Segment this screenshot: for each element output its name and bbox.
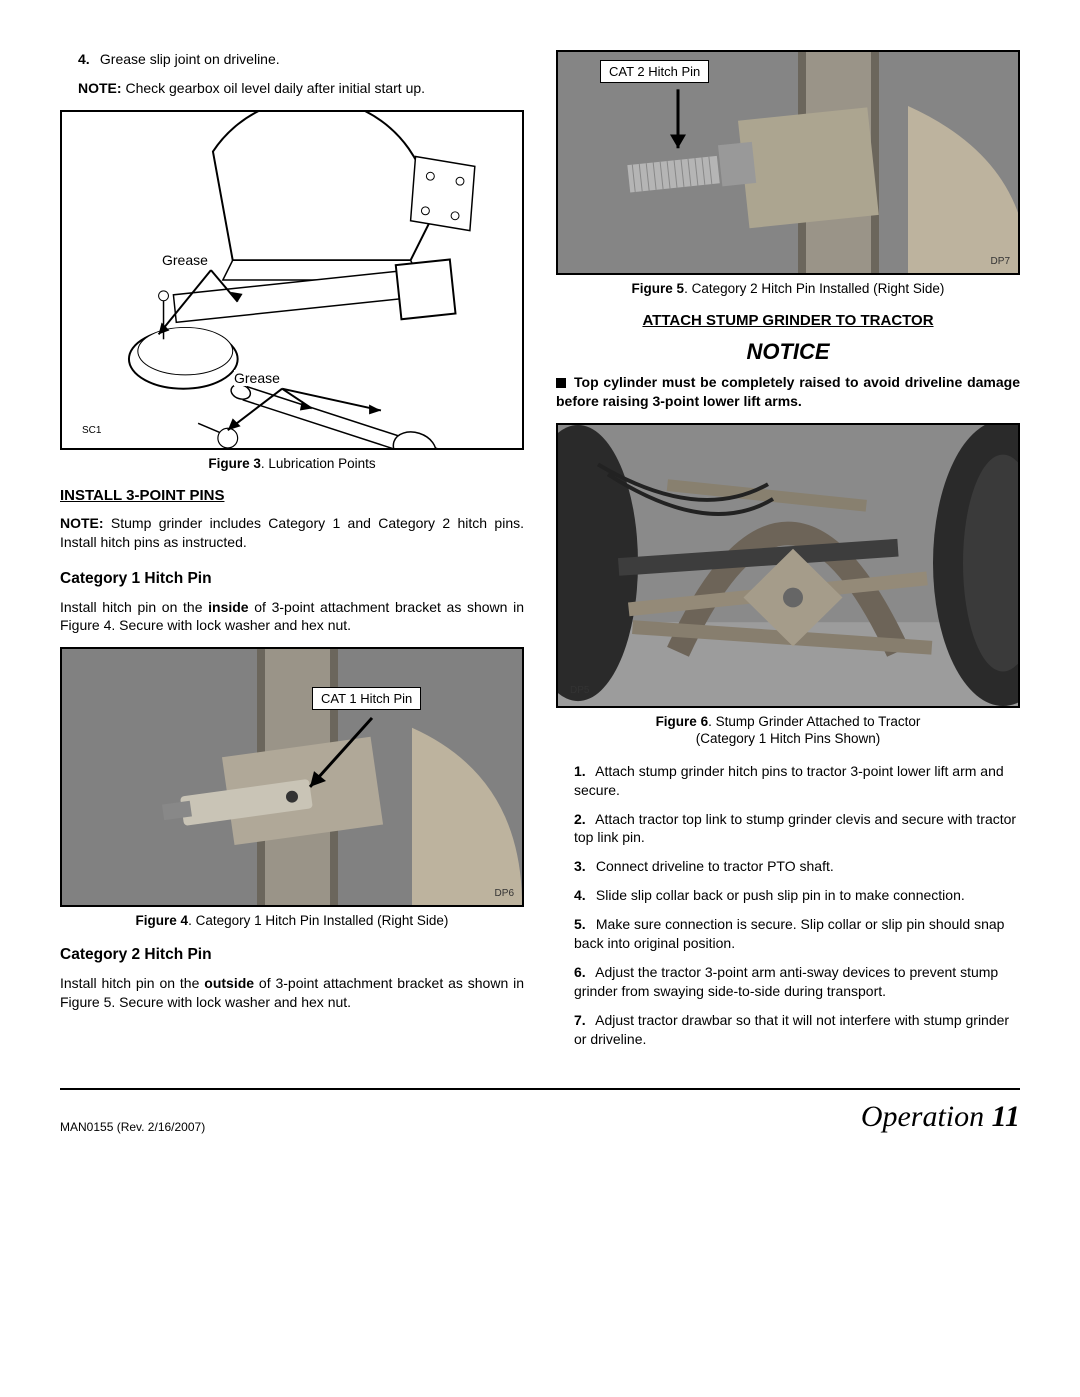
note-text: Check gearbox oil level daily after init… [122,80,425,96]
step4-number: 4. [78,50,96,69]
s6n: 6. [574,963,592,982]
note-prefix: NOTE: [78,80,122,96]
s4: Slide slip collar back or push slip pin … [596,887,965,903]
fig4-cap-bold: Figure 4 [136,913,189,928]
fig5-cap-rest: . Category 2 Hitch Pin Installed (Right … [684,281,944,296]
gearbox-note: NOTE: Check gearbox oil level daily afte… [78,79,524,98]
fig3-cap-bold: Figure 3 [208,456,261,471]
bullet-square-icon [556,378,566,388]
attach-step-5: 5. Make sure connection is secure. Slip … [574,915,1020,953]
figure6-caption-line2: (Category 1 Hitch Pins Shown) [556,731,1020,746]
figure5-caption: Figure 5. Category 2 Hitch Pin Installed… [556,281,1020,296]
footer-doc-id: MAN0155 (Rev. 2/16/2007) [60,1120,205,1134]
cat1-para-b: inside [208,599,248,615]
step4-text: Grease slip joint on driveline. [100,51,280,67]
page-footer: MAN0155 (Rev. 2/16/2007) Operation 11 [60,1088,1020,1134]
s2: Attach tractor top link to stump grinder… [574,811,1016,846]
figure6-svg [558,425,1018,706]
step-4: 4. Grease slip joint on driveline. [78,50,524,69]
s1n: 1. [574,762,592,781]
fig5-cap-bold: Figure 5 [632,281,685,296]
s3: Connect driveline to tractor PTO shaft. [596,858,834,874]
step4-list: 4. Grease slip joint on driveline. [60,50,524,69]
heading-attach: ATTACH STUMP GRINDER TO TRACTOR [556,312,1020,329]
heading-cat1: Category 1 Hitch Pin [60,570,524,588]
figure-3: Grease Grease SC1 [60,110,524,450]
fig6-cap-bold: Figure 6 [656,714,709,729]
s5: Make sure connection is secure. Slip col… [574,916,1004,951]
figure3-svg [62,112,522,448]
fig3-tag: SC1 [82,425,101,436]
heading-cat2: Category 2 Hitch Pin [60,946,524,964]
figure6-caption: Figure 6. Stump Grinder Attached to Trac… [556,714,1020,729]
fig3-label-grease1: Grease [162,252,208,268]
right-column: CAT 2 Hitch Pin DP7 Figure 5. Category 2… [556,50,1020,1058]
cat2-para-a: Install hitch pin on the [60,975,204,991]
attach-step-4: 4. Slide slip collar back or push slip p… [574,886,1020,905]
fig4-cap-rest: . Category 1 Hitch Pin Installed (Right … [188,913,448,928]
s4n: 4. [574,886,592,905]
figure-6: DP5 [556,423,1020,708]
attach-step-7: 7. Adjust tractor drawbar so that it wil… [574,1011,1020,1049]
fig5-tag: DP7 [991,256,1010,267]
s5n: 5. [574,915,592,934]
fig4-callout: CAT 1 Hitch Pin [312,687,421,710]
s7n: 7. [574,1011,592,1030]
s7: Adjust tractor drawbar so that it will n… [574,1012,1009,1047]
figure5-svg [558,52,1018,273]
fig3-label-grease2: Grease [234,370,280,386]
s2n: 2. [574,810,592,829]
fig4-tag: DP6 [495,888,514,899]
s6: Adjust the tractor 3-point arm anti-sway… [574,964,998,999]
footer-page-number: 11 [992,1100,1020,1133]
attach-step-6: 6. Adjust the tractor 3-point arm anti-s… [574,963,1020,1001]
install-note-prefix: NOTE: [60,515,104,531]
fig5-callout: CAT 2 Hitch Pin [600,60,709,83]
figure-4: CAT 1 Hitch Pin DP6 [60,647,524,907]
attach-steps: 1. Attach stump grinder hitch pins to tr… [556,762,1020,1049]
figure4-svg [62,649,522,905]
attach-step-1: 1. Attach stump grinder hitch pins to tr… [574,762,1020,800]
heading-install-pins: INSTALL 3-POINT PINS [60,487,524,504]
cat2-para-b: outside [204,975,254,991]
notice-bullet: Top cylinder must be completely raised t… [556,373,1020,411]
install-note-text: Stump grinder includes Category 1 and Ca… [60,515,524,550]
cat2-para: Install hitch pin on the outside of 3-po… [60,974,524,1012]
fig6-tag: DP5 [570,685,589,696]
notice-bullet-text: Top cylinder must be completely raised t… [556,374,1020,409]
figure3-caption: Figure 3. Lubrication Points [60,456,524,471]
footer-section-word: Operation [861,1100,992,1133]
attach-step-3: 3. Connect driveline to tractor PTO shaf… [574,857,1020,876]
fig6-cap-rest: . Stump Grinder Attached to Tractor [708,714,920,729]
fig3-cap-rest: . Lubrication Points [261,456,376,471]
install-note: NOTE: Stump grinder includes Category 1 … [60,514,524,552]
left-column: 4. Grease slip joint on driveline. NOTE:… [60,50,524,1058]
figure4-caption: Figure 4. Category 1 Hitch Pin Installed… [60,913,524,928]
notice-heading: NOTICE [556,339,1020,365]
cat1-para-a: Install hitch pin on the [60,599,208,615]
cat1-para: Install hitch pin on the inside of 3-poi… [60,598,524,636]
s1: Attach stump grinder hitch pins to tract… [574,763,1004,798]
figure-5: CAT 2 Hitch Pin DP7 [556,50,1020,275]
s3n: 3. [574,857,592,876]
content-columns: 4. Grease slip joint on driveline. NOTE:… [60,50,1020,1058]
footer-section: Operation 11 [861,1100,1020,1134]
attach-step-2: 2. Attach tractor top link to stump grin… [574,810,1020,848]
